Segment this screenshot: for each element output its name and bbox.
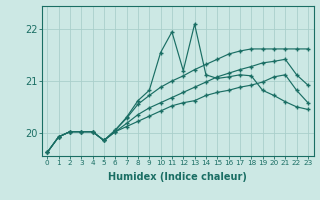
X-axis label: Humidex (Indice chaleur): Humidex (Indice chaleur) (108, 172, 247, 182)
